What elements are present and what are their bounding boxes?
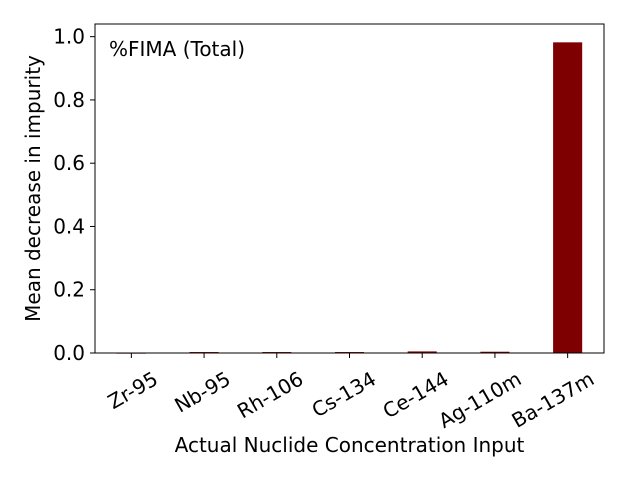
y-tick-label: 1.0	[53, 25, 85, 49]
x-tick-label: Cs-134	[308, 367, 380, 423]
y-tick-label: 0.6	[53, 151, 85, 175]
x-tick-label: Ag-110m	[434, 367, 525, 433]
x-tick-label: Zr-95	[104, 367, 162, 414]
bar-ag-110m	[480, 351, 510, 353]
x-tick-label: Nb-95	[170, 367, 234, 418]
y-axis-label: Mean decrease in impurity	[21, 55, 45, 322]
y-tick-label: 0.4	[53, 214, 85, 238]
bar-ba-137m	[553, 42, 583, 353]
x-tick-label: Ba-137m	[507, 367, 598, 433]
x-axis-label: Actual Nuclide Concentration Input	[175, 433, 525, 457]
x-tick-label: Rh-106	[233, 367, 307, 424]
bars-group	[116, 42, 583, 354]
plot-frame	[94, 23, 605, 354]
y-axis-ticks: 0.0 0.2 0.4 0.6 0.8 1.0	[53, 25, 95, 365]
bar-ce-144	[407, 351, 437, 353]
y-tick-label: 0.2	[53, 278, 85, 302]
y-tick-label: 0.0	[53, 341, 85, 365]
chart-annotation: %FIMA (Total)	[109, 37, 245, 61]
y-tick-label: 0.8	[53, 88, 85, 112]
